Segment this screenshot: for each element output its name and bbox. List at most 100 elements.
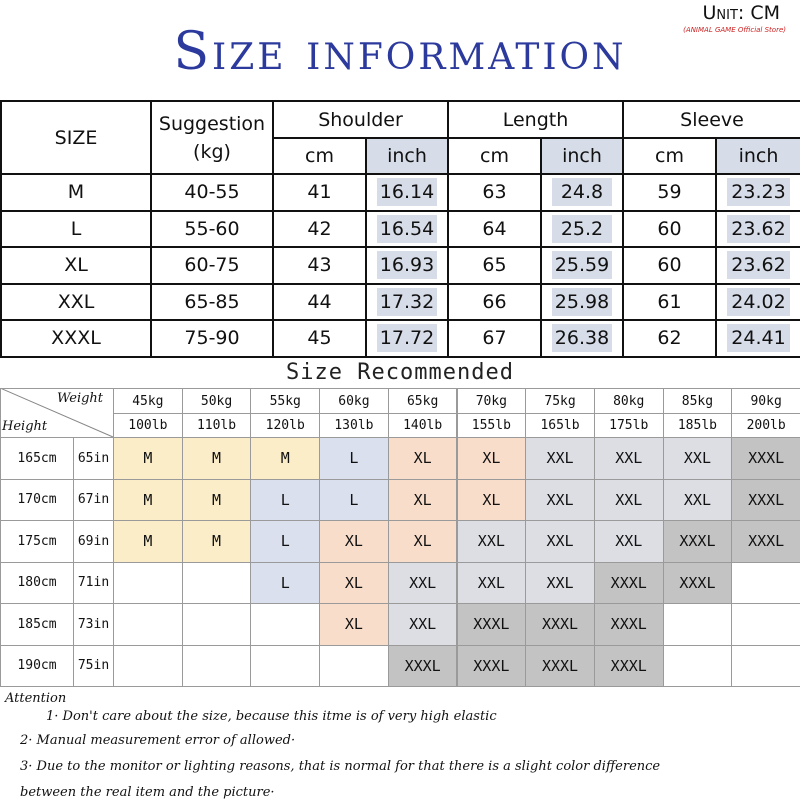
cell-text: 55-60 <box>184 217 240 240</box>
group-header: Length <box>447 100 624 139</box>
cell-text: L <box>70 217 82 240</box>
weight-kg: 70kg <box>456 388 527 414</box>
header-text: Suggestion <box>158 112 266 135</box>
table-cell: 25.2 <box>540 209 624 248</box>
weight-lb: 175lb <box>593 413 664 438</box>
size-cell: XXL <box>662 478 733 521</box>
table-cell: 44 <box>272 282 367 321</box>
size-cell: M <box>113 478 183 521</box>
cell-text: XXXL <box>51 327 101 350</box>
height-cm: 180cm <box>0 561 74 604</box>
size-cell <box>250 644 321 687</box>
size-cell: M <box>181 437 252 480</box>
height-in: 65in <box>73 437 114 480</box>
diagonal-line <box>0 388 114 438</box>
weight-lb: 110lb <box>181 413 252 438</box>
cell-text: 64 <box>482 217 507 240</box>
height-cm: 190cm <box>0 644 74 687</box>
size-cell: XXXL <box>593 561 664 604</box>
size-cell: XXL <box>593 520 664 563</box>
cell-text: 23.23 <box>727 178 790 207</box>
unit: Unit: CM <box>702 2 780 24</box>
size-cell: L <box>319 437 389 480</box>
table-cell: 63 <box>447 173 542 212</box>
cell-text: 16.14 <box>377 178 437 207</box>
table-cell: 60 <box>622 209 717 248</box>
cell-text: M <box>67 181 85 204</box>
table-cell: 17.72 <box>365 319 449 358</box>
weight-lb: 200lb <box>731 413 800 438</box>
cell-text: 26.38 <box>552 324 612 353</box>
size-cell: XXL <box>593 478 664 521</box>
title: Size information <box>173 22 627 82</box>
cell-text: 65-85 <box>184 290 240 313</box>
table-cell: 42 <box>272 209 367 248</box>
weight-kg: 50kg <box>181 388 252 414</box>
table-cell: 55-60 <box>150 209 274 248</box>
cell-text: 17.32 <box>377 287 437 316</box>
height-in: 73in <box>73 603 114 646</box>
cell-text: 41 <box>307 181 332 204</box>
cell-text: 65 <box>482 254 507 277</box>
cell-text: 45 <box>307 327 332 350</box>
size-cell: XL <box>456 437 527 480</box>
cell-text: 63 <box>482 181 507 204</box>
size-cell: M <box>181 478 252 521</box>
table-cell: 23.62 <box>715 246 800 285</box>
size-cell: M <box>250 437 321 480</box>
corner-diagonal <box>0 388 114 438</box>
size-cell: XXXL <box>731 437 800 480</box>
header-cell: SIZE <box>0 100 152 175</box>
size-cell <box>662 603 733 646</box>
size-cell: XL <box>456 478 527 521</box>
weight-kg: 85kg <box>662 388 733 414</box>
cell-text: 60 <box>657 217 682 240</box>
header-text: (kg) <box>193 140 231 163</box>
size-cell: XL <box>387 437 458 480</box>
height-cm: 165cm <box>0 437 74 480</box>
group-header: Sleeve <box>622 100 800 139</box>
weight-lb: 130lb <box>319 413 389 438</box>
weight-kg: 75kg <box>525 388 595 414</box>
size-cell <box>181 644 252 687</box>
table-cell: 16.54 <box>365 209 449 248</box>
cell-text: 42 <box>307 217 332 240</box>
size-cell <box>181 603 252 646</box>
cell-text: XL <box>64 254 88 277</box>
group-header: Shoulder <box>272 100 449 139</box>
size-cell: M <box>113 520 183 563</box>
table-cell: 26.38 <box>540 319 624 358</box>
size-cell <box>113 603 183 646</box>
size-cell <box>319 644 389 687</box>
table-cell: 25.59 <box>540 246 624 285</box>
size-cell: XXL <box>662 437 733 480</box>
table-cell: XL <box>0 246 152 285</box>
unit-header: cm <box>447 137 542 175</box>
unit-header: inch <box>540 137 624 175</box>
cell-text: 24.41 <box>727 324 790 353</box>
size-cell: XXXL <box>662 520 733 563</box>
table-cell: 24.02 <box>715 282 800 321</box>
weight-lb: 155lb <box>456 413 527 438</box>
cell-text: 40-55 <box>184 181 240 204</box>
weight-kg: 60kg <box>319 388 389 414</box>
header-cell: Suggestion (kg) <box>150 100 274 175</box>
store-name: (ANIMAL GAME Official Store) <box>683 26 786 34</box>
size-cell: XXXL <box>456 644 527 687</box>
size-cell: XXXL <box>731 520 800 563</box>
size-cell <box>113 644 183 687</box>
weight-lb: 165lb <box>525 413 595 438</box>
table-cell: 40-55 <box>150 173 274 212</box>
size-cell <box>113 561 183 604</box>
size-cell: XXXL <box>593 644 664 687</box>
cell-text: XXL <box>57 290 95 313</box>
table-cell: L <box>0 209 152 248</box>
note-item: 2· Manual measurement error of allowed· <box>20 733 296 748</box>
cell-text: 24.8 <box>552 178 612 207</box>
table-cell: 25.98 <box>540 282 624 321</box>
size-cell: XL <box>319 603 389 646</box>
table-cell: 60 <box>622 246 717 285</box>
size-cell: XXXL <box>525 644 595 687</box>
size-cell: XL <box>319 561 389 604</box>
